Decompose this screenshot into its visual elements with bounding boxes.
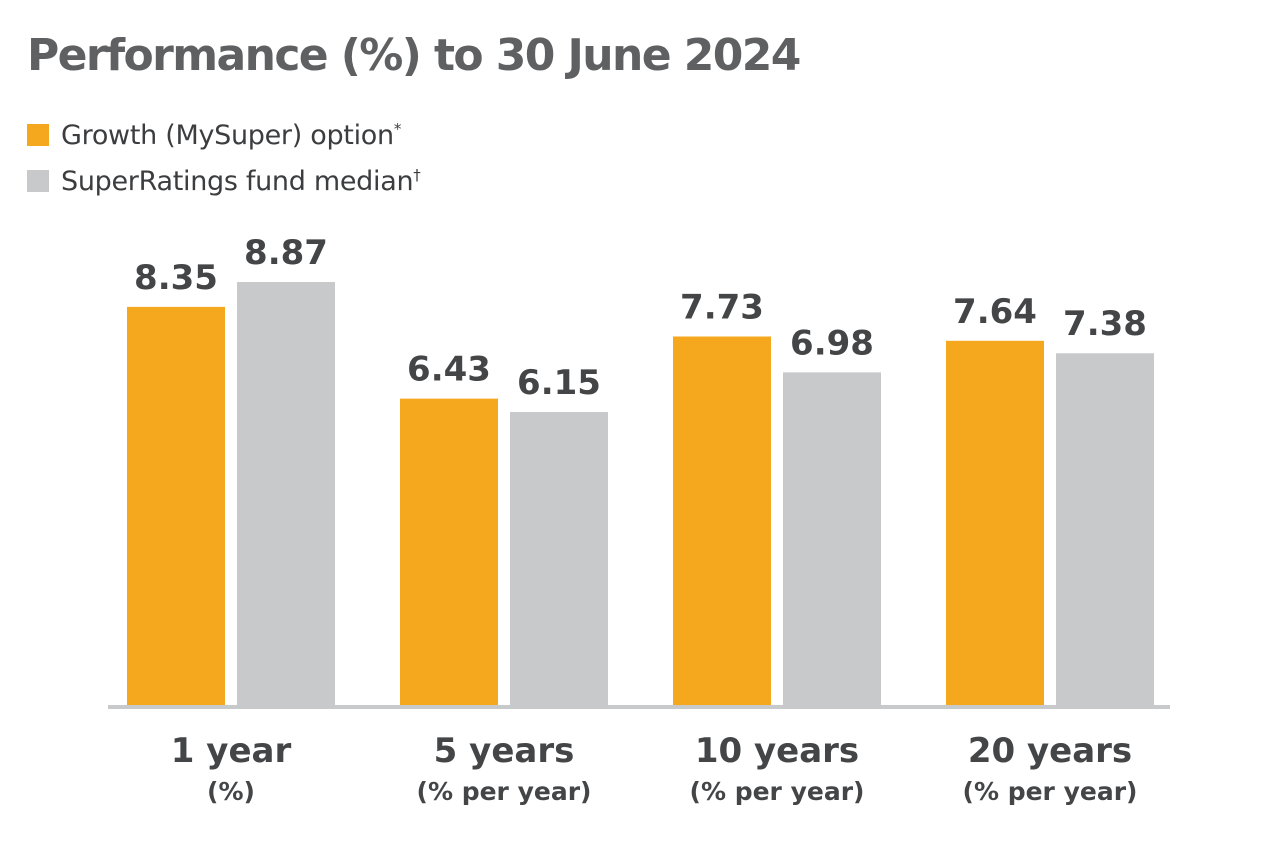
bar-growth-2: [400, 398, 498, 706]
chart-title: Performance (%) to 30 June 2024: [27, 30, 801, 81]
legend-label-median: SuperRatings fund median†: [61, 165, 421, 197]
category-label-1: 1 year: [171, 731, 292, 771]
bar-growth-3: [673, 336, 771, 706]
legend-text-growth: Growth (MySuper) option: [61, 119, 394, 151]
category-sublabel-2: (% per year): [417, 777, 592, 806]
value-label-growth-2: 6.43: [407, 350, 491, 390]
category-label-4: 20 years: [968, 731, 1132, 771]
value-label-median-3: 6.98: [790, 323, 874, 363]
bar-median-4: [1056, 353, 1154, 706]
bar-median-3: [783, 372, 881, 706]
legend-mark-median: †: [413, 165, 421, 184]
legend-swatch-median: [27, 170, 49, 192]
legend-text-median: SuperRatings fund median: [61, 165, 414, 197]
category-sublabel-1: (%): [207, 777, 255, 806]
value-label-growth-3: 7.73: [680, 288, 764, 328]
legend-item-growth: Growth (MySuper) option*: [27, 112, 420, 158]
category-label-3: 10 years: [695, 731, 859, 771]
bar-growth-1: [127, 306, 225, 706]
legend-mark-growth: *: [393, 119, 402, 138]
value-label-median-4: 7.38: [1063, 304, 1147, 344]
value-label-growth-4: 7.64: [953, 292, 1037, 332]
value-label-growth-1: 8.35: [134, 258, 218, 298]
category-labels-group: 1 year (%) 5 years (% per year) 10 years (% p…: [171, 731, 1138, 806]
bar-median-1: [237, 282, 335, 706]
category-sublabel-4: (% per year): [963, 777, 1138, 806]
legend-item-median: SuperRatings fund median†: [27, 158, 421, 204]
bar-growth-4: [946, 340, 1044, 706]
value-label-median-2: 6.15: [517, 363, 601, 403]
bars-group: [127, 282, 1154, 706]
legend: Growth (MySuper) option* SuperRatings fu…: [27, 112, 421, 204]
legend-label-growth: Growth (MySuper) option*: [61, 120, 401, 151]
category-label-2: 5 years: [434, 731, 575, 771]
legend-swatch-growth: [27, 124, 49, 146]
value-labels-group: 8.35 8.87 6.43 6.15 7.73 6.98 7.64 7.38: [134, 233, 1147, 403]
category-sublabel-3: (% per year): [690, 777, 865, 806]
bar-median-2: [510, 412, 608, 706]
value-label-median-1: 8.87: [244, 233, 328, 273]
